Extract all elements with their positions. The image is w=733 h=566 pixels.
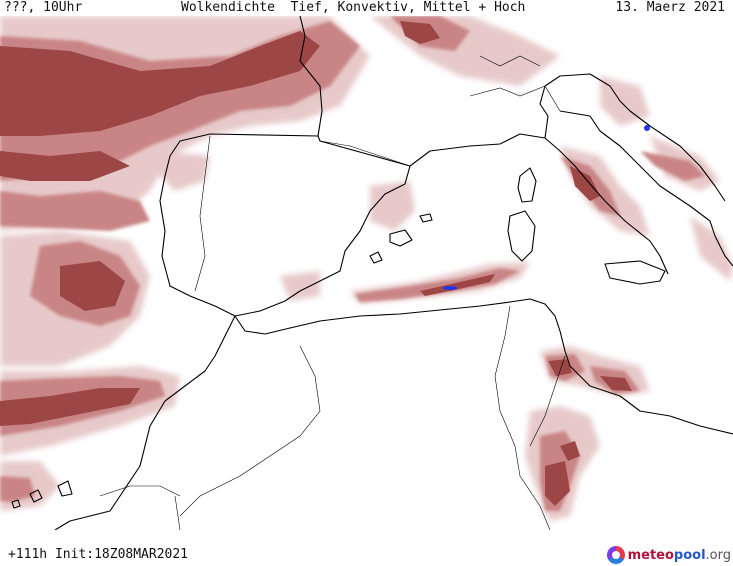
map-title: Wolkendichte Tief, Konvektiv, Mittel + H… xyxy=(181,0,526,15)
cloud-layer-dense xyxy=(0,21,632,506)
coastlines xyxy=(11,16,733,530)
forecast-date: 13. Maerz 2021 xyxy=(615,0,725,15)
meteopool-logo[interactable]: meteopool.org xyxy=(606,544,731,566)
precip-spots xyxy=(443,125,650,290)
borders xyxy=(99,55,566,530)
cloud-density-map xyxy=(0,16,733,530)
forecast-time-label: ???, 10Uhr xyxy=(4,0,83,15)
meteopool-logo-icon xyxy=(606,546,625,564)
meteopool-logo-text: meteopool.org xyxy=(627,547,731,563)
model-run-label: +111h Init:18Z08MAR2021 xyxy=(8,547,189,562)
